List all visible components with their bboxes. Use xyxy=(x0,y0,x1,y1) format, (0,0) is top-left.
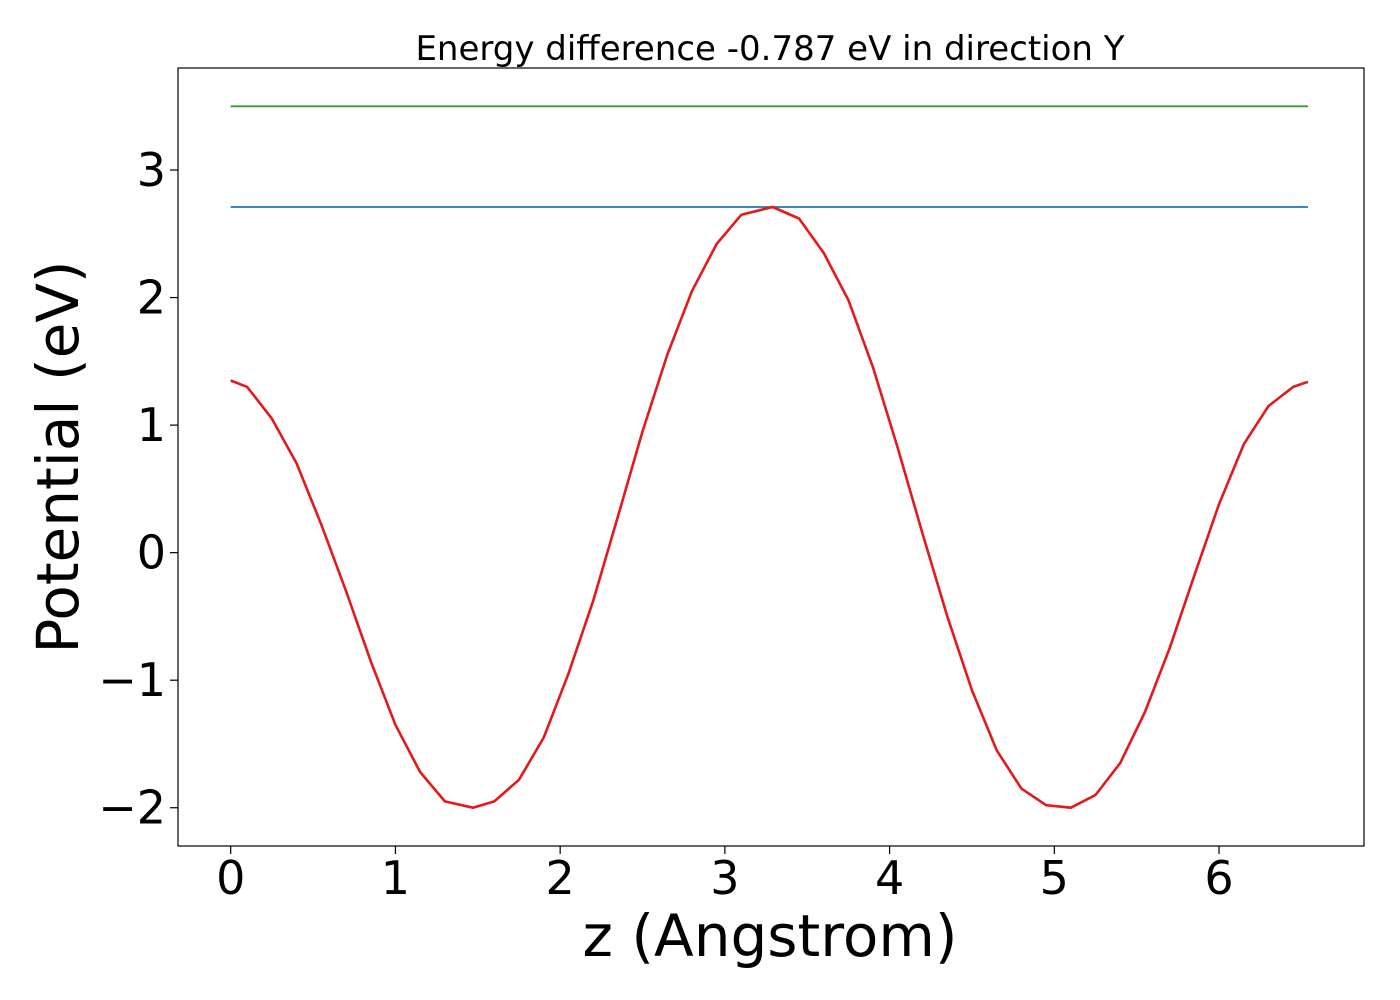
series-line-2 xyxy=(230,205,1309,810)
x-tick-label: 4 xyxy=(875,851,904,905)
series-layer xyxy=(230,105,1309,810)
chart-title: Energy difference -0.787 eV in direction… xyxy=(415,29,1124,69)
x-axis-ticks: 0 1 2 3 4 5 6 xyxy=(216,846,1234,905)
y-tick-label: 1 xyxy=(137,398,166,452)
y-tick-label: −1 xyxy=(98,653,166,707)
plot-frame xyxy=(177,67,1365,847)
x-tick-label: 5 xyxy=(1040,851,1069,905)
x-tick-label: 6 xyxy=(1204,851,1233,905)
x-tick-label: 3 xyxy=(710,851,739,905)
y-tick-label: 3 xyxy=(137,143,166,197)
x-axis-label: z (Angstrom) xyxy=(583,902,958,970)
y-axis-label: Potential (eV) xyxy=(24,260,92,653)
x-tick-label: 1 xyxy=(381,851,410,905)
x-tick-label: 0 xyxy=(216,851,245,905)
x-tick-label: 2 xyxy=(546,851,575,905)
y-tick-label: −2 xyxy=(98,781,166,835)
y-tick-label: 2 xyxy=(137,271,166,325)
y-tick-label: 0 xyxy=(137,526,166,580)
y-axis-ticks: −2 −1 0 1 2 3 xyxy=(98,143,178,835)
